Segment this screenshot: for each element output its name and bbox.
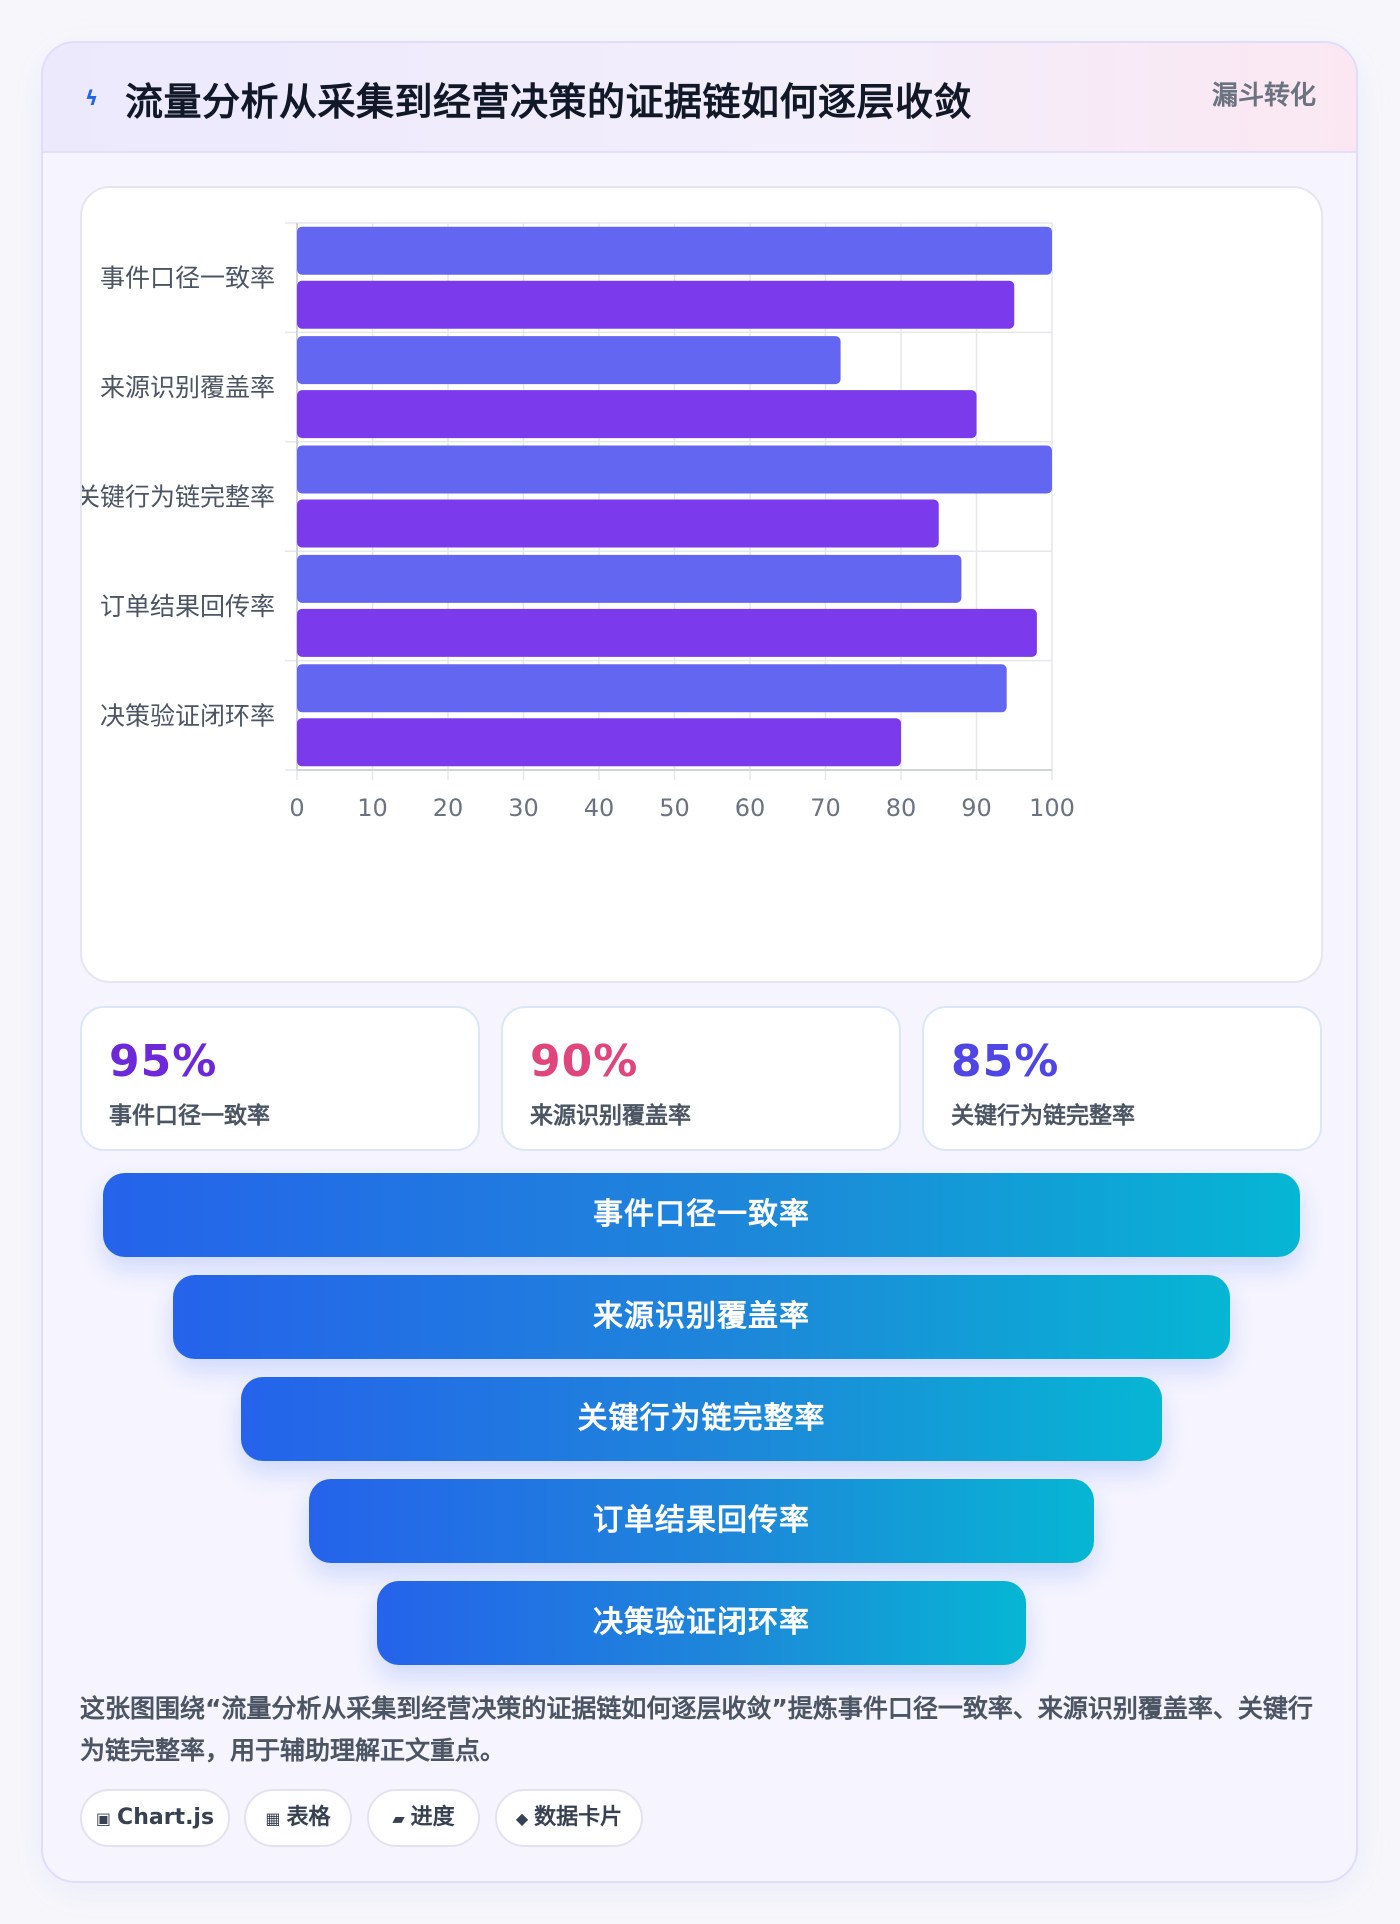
- x-tick-label: 20: [433, 794, 464, 822]
- bar: [297, 718, 901, 767]
- lightning-icon: ϟ: [85, 86, 99, 110]
- progress-icon: ▰: [392, 1809, 405, 1828]
- header-tag: 漏斗转化: [1211, 81, 1316, 111]
- x-tick-label: 90: [961, 794, 992, 822]
- bar: [297, 445, 1052, 494]
- x-tick-label: 80: [886, 794, 917, 822]
- funnel-step: 关键行为链完整率: [241, 1377, 1162, 1461]
- category-label: 来源识别覆盖率: [100, 373, 275, 402]
- x-tick-label: 60: [735, 794, 766, 822]
- stat-value: 85%: [951, 1036, 1060, 1087]
- funnel-step: 订单结果回传率: [309, 1479, 1094, 1563]
- funnel-step: 决策验证闭环率: [377, 1581, 1026, 1665]
- card-header: ϟ 流量分析从采集到经营决策的证据链如何逐层收敛 漏斗转化: [43, 43, 1356, 153]
- chip-label: 表格: [286, 1805, 331, 1830]
- bar: [297, 499, 939, 548]
- bar: [297, 280, 1015, 329]
- category-label: 订单结果回传率: [100, 592, 275, 621]
- stat-card: 85% 关键行为链完整率: [922, 1006, 1322, 1151]
- chart-panel: 事件口径一致率 来源识别覆盖率关键行为链完整率订单结果回传率 决策验证闭环率 0 10 2…: [80, 186, 1323, 983]
- summary-text: 这张图围绕“流量分析从采集到经营决策的证据链如何逐层收敛”提炼事件口径一致率、来…: [80, 1694, 1313, 1765]
- x-tick-label: 50: [659, 794, 690, 822]
- bar: [297, 226, 1052, 275]
- bar: [297, 608, 1037, 657]
- chart-icon: ▣: [95, 1809, 112, 1828]
- bar: [297, 390, 977, 439]
- chip-list: ▣ Chart.js ▦ 表格 ▰ 进度 ◆ 数据卡片: [80, 1789, 1280, 1847]
- chip-chartjs[interactable]: ▣ Chart.js: [80, 1789, 230, 1847]
- chart-card: ϟ 流量分析从采集到经营决策的证据链如何逐层收敛 漏斗转化 事件口径一致率 来源识…: [41, 41, 1358, 1883]
- stat-label: 来源识别覆盖率: [530, 1103, 691, 1129]
- x-tick-label: 40: [584, 794, 615, 822]
- stat-card: 90% 来源识别覆盖率: [501, 1006, 901, 1151]
- bar: [297, 554, 962, 603]
- chip-data-card[interactable]: ◆ 数据卡片: [495, 1789, 643, 1847]
- category-label: 事件口径一致率: [100, 264, 275, 293]
- funnel-step: 来源识别覆盖率: [173, 1275, 1230, 1359]
- table-icon: ▦: [265, 1809, 281, 1828]
- page-title: 流量分析从采集到经营决策的证据链如何逐层收敛: [125, 80, 973, 124]
- stat-label: 事件口径一致率: [109, 1103, 270, 1129]
- chip-table[interactable]: ▦ 表格: [244, 1789, 352, 1847]
- funnel-step: 事件口径一致率: [103, 1173, 1300, 1257]
- category-label: 关键行为链完整率: [82, 483, 275, 512]
- chip-label: Chart.js: [117, 1805, 215, 1830]
- stat-label: 关键行为链完整率: [951, 1103, 1135, 1129]
- bar: [297, 336, 841, 385]
- x-tick-label: 30: [508, 794, 539, 822]
- chip-progress[interactable]: ▰ 进度: [367, 1789, 480, 1847]
- stat-card: 95% 事件口径一致率: [80, 1006, 480, 1151]
- chip-label: 进度: [410, 1805, 455, 1830]
- x-tick-label: 70: [810, 794, 841, 822]
- stat-value: 90%: [530, 1036, 639, 1087]
- x-tick-label: 0: [289, 794, 304, 822]
- x-tick-label: 100: [1029, 794, 1075, 822]
- funnel: 事件口径一致率 来源识别覆盖率 关键行为链完整率 订单结果回传率 决策验证闭环率: [43, 1173, 1356, 1665]
- stat-value: 95%: [109, 1036, 218, 1087]
- category-label: 决策验证闭环率: [100, 701, 275, 730]
- bar: [297, 664, 1007, 713]
- stat-cards: 95% 事件口径一致率 90% 来源识别覆盖率 85% 关键行为链完整率: [80, 1006, 1323, 1151]
- chip-label: 数据卡片: [534, 1805, 623, 1830]
- card-icon: ◆: [515, 1809, 529, 1828]
- x-tick-label: 10: [357, 794, 388, 822]
